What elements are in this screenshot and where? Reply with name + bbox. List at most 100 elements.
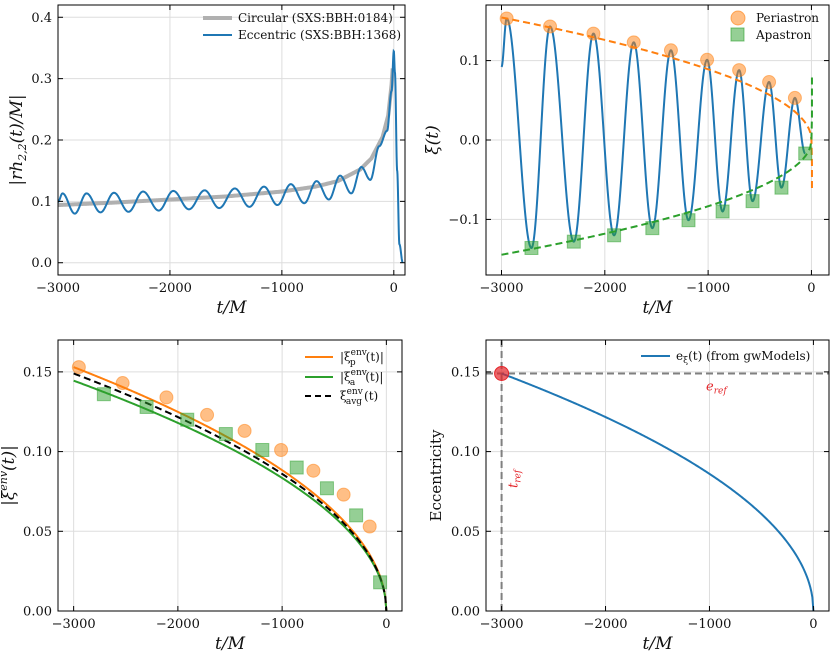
circular-amplitude-line bbox=[57, 68, 395, 208]
grid bbox=[486, 340, 829, 612]
periastron-marker bbox=[71, 360, 86, 375]
apastron-marker bbox=[681, 213, 696, 228]
periastron-marker bbox=[115, 376, 130, 391]
y-tick-label: 0.3 bbox=[31, 72, 52, 87]
y-tick-label: 0.4 bbox=[31, 11, 52, 26]
legend-label-periastron-envelope: |ξenv p (t)| bbox=[340, 348, 384, 368]
apastron-marker bbox=[180, 412, 195, 427]
grid bbox=[486, 5, 829, 275]
apastron-marker bbox=[255, 442, 270, 457]
apastron-marker bbox=[645, 221, 660, 236]
legend-marker-apastron bbox=[730, 27, 745, 42]
x-tick-label: −2000 bbox=[584, 617, 628, 632]
x-axis-label: t/M bbox=[217, 298, 248, 318]
x-tick-label: 0 bbox=[807, 281, 815, 296]
ticks: −3000 −2000 −1000 0 0.00 0.05 0.10 0.15 bbox=[23, 340, 402, 632]
reference-point-marker bbox=[494, 365, 510, 381]
y-tick-label: 0.0 bbox=[31, 256, 52, 271]
legend-label-eccentric: Eccentric (SXS:BBH:1368) bbox=[238, 28, 401, 42]
periastron-marker bbox=[237, 423, 252, 438]
legend-marker-periastron bbox=[730, 10, 746, 26]
y-tick-label: 0.15 bbox=[23, 365, 52, 380]
x-tick-label: 0 bbox=[382, 617, 390, 632]
curves bbox=[486, 340, 829, 612]
periastron-marker bbox=[499, 11, 514, 26]
legend-label-eccentricity: eξ(t) (from gwModels) bbox=[676, 349, 810, 366]
curves bbox=[499, 11, 813, 256]
legend: |ξenv p (t)| |ξenv a (t)| ξenv avg (t) bbox=[305, 348, 384, 407]
panel-xi: −3000 −2000 −1000 0 −0.1 0.0 0.1 t/M ξ(t) Peri… bbox=[423, 4, 830, 318]
y-tick-label: 0.2 bbox=[31, 134, 52, 149]
e-ref-annotation: eref bbox=[706, 379, 728, 396]
t-ref-annotation: tref bbox=[507, 468, 524, 488]
apastron-marker bbox=[745, 194, 760, 209]
periastron-marker bbox=[200, 407, 215, 422]
legend: Periastron Apastron bbox=[730, 10, 819, 42]
apastron-marker bbox=[524, 241, 539, 255]
y-tick-label: 0.0 bbox=[459, 134, 480, 149]
axes-frame bbox=[57, 339, 403, 612]
periastron-marker bbox=[732, 63, 747, 78]
apastron-envelope-line bbox=[73, 379, 388, 612]
legend: eξ(t) (from gwModels) bbox=[641, 349, 810, 366]
x-tick-label: −3000 bbox=[480, 281, 524, 296]
periastron-marker bbox=[362, 519, 377, 534]
apastron-marker bbox=[774, 180, 789, 195]
y-tick-label: 0.15 bbox=[451, 365, 480, 380]
y-axis-label: ξ(t) bbox=[423, 125, 443, 154]
x-tick-label: 0 bbox=[390, 281, 398, 296]
y-tick-label: 0.05 bbox=[451, 525, 480, 540]
eccentric-amplitude-line bbox=[57, 48, 404, 264]
y-tick-label: 0.00 bbox=[451, 605, 480, 620]
periastron-marker bbox=[626, 35, 641, 50]
legend-label-apastron-envelope: |ξenv a (t)| bbox=[340, 368, 383, 388]
x-tick-label: −2000 bbox=[583, 281, 627, 296]
apastron-envelope-dashed bbox=[501, 76, 813, 256]
apastron-marker bbox=[715, 204, 730, 219]
x-tick-label: −3000 bbox=[52, 617, 96, 632]
periastron-marker bbox=[336, 487, 351, 502]
x-tick-label: −1000 bbox=[260, 617, 304, 632]
x-tick-label: −2000 bbox=[156, 617, 200, 632]
periastron-marker bbox=[586, 26, 601, 41]
periastron-marker bbox=[274, 442, 289, 457]
periastron-marker bbox=[543, 19, 558, 34]
curves bbox=[71, 360, 388, 612]
x-tick-label: −1000 bbox=[686, 281, 730, 296]
legend: Circular (SXS:BBH:0184) Eccentric (SXS:B… bbox=[203, 11, 401, 42]
curves bbox=[57, 48, 404, 264]
apastron-marker bbox=[218, 427, 233, 442]
ticks: −3000 −2000 −1000 0 −0.1 0.0 0.1 bbox=[448, 5, 829, 296]
grid bbox=[58, 340, 402, 612]
periastron-marker bbox=[306, 463, 321, 478]
apastron-marker bbox=[373, 575, 388, 590]
y-axis-label: |ξenv(t)| bbox=[0, 445, 19, 506]
ticks: −3000 −2000 −1000 0 0.00 0.05 0.10 0.15 bbox=[451, 340, 829, 632]
periastron-marker bbox=[663, 43, 678, 58]
eccentricity-line bbox=[501, 372, 815, 612]
y-tick-label: 0.10 bbox=[23, 445, 52, 460]
y-axis-label: |rh2,2(t)/M| bbox=[7, 94, 29, 185]
panel-eccentricity: −3000 −2000 −1000 0 0.00 0.05 0.10 0.15 t/M Ecc… bbox=[427, 339, 830, 654]
average-envelope-line bbox=[73, 372, 388, 612]
y-tick-label: 0.1 bbox=[31, 195, 52, 210]
legend-label-circular: Circular (SXS:BBH:0184) bbox=[238, 11, 393, 25]
x-axis-label: t/M bbox=[643, 298, 674, 318]
x-tick-label: −1000 bbox=[687, 617, 731, 632]
x-tick-label: 0 bbox=[809, 617, 817, 632]
legend-label-apastron: Apastron bbox=[755, 28, 811, 42]
grid bbox=[57, 5, 405, 275]
axes-frame bbox=[485, 339, 830, 612]
apastron-marker bbox=[566, 234, 581, 249]
periastron-marker bbox=[700, 52, 715, 67]
periastron-marker bbox=[762, 75, 777, 90]
periastron-marker bbox=[159, 390, 174, 405]
y-tick-label: −0.1 bbox=[448, 213, 480, 228]
y-tick-label: 0.1 bbox=[459, 54, 480, 69]
apastron-marker bbox=[607, 228, 622, 243]
panel-envelope: −3000 −2000 −1000 0 0.00 0.05 0.10 0.15 t/M |ξe… bbox=[0, 339, 403, 654]
apastron-marker bbox=[289, 460, 304, 475]
legend-label-periastron: Periastron bbox=[756, 11, 819, 25]
y-tick-label: 0.10 bbox=[451, 445, 480, 460]
